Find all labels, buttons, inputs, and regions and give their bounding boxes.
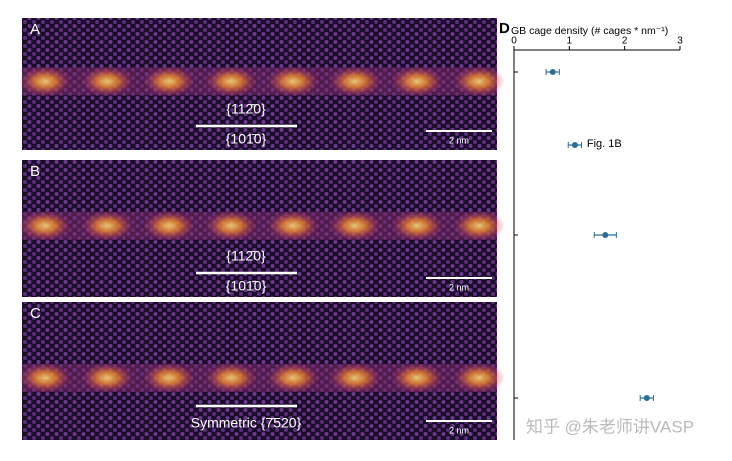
cage-glow xyxy=(267,362,319,393)
cage-glow xyxy=(143,362,195,393)
x-tick-label: 3 xyxy=(677,36,683,47)
cage-glow xyxy=(205,362,257,393)
cage-glow xyxy=(453,362,505,393)
micrographs: A {112̄0} {101̄0} 2 nm B {112̄0} {101̄0} 2 nm C S… xyxy=(19,18,505,440)
plane-label: {112̄0} xyxy=(226,248,266,264)
cage-glow xyxy=(391,210,443,241)
axis-title: GB cage density (# cages * nm⁻¹) xyxy=(511,25,668,37)
cage-glow xyxy=(19,362,71,393)
cage-glow xyxy=(329,362,381,393)
x-tick-label: 0 xyxy=(511,36,517,47)
cage-glow xyxy=(267,210,319,241)
panel-label: B xyxy=(30,163,40,180)
scale-bar-label: 2 nm xyxy=(449,425,469,435)
panel-label: C xyxy=(30,305,41,322)
cage-glow xyxy=(453,210,505,241)
cage-glow xyxy=(267,66,319,97)
scale-bar-label: 2 nm xyxy=(449,282,469,292)
cage-glow xyxy=(143,210,195,241)
chart: D GB cage density (# cages * nm⁻¹)0 1 2 3 Fig… xyxy=(499,20,683,440)
plane-label: Symmetric {7̄520} xyxy=(191,415,302,431)
scale-bar-label: 2 nm xyxy=(449,135,469,145)
x-tick-label: 1 xyxy=(567,36,573,47)
cage-glow xyxy=(391,362,443,393)
panel-label: A xyxy=(30,21,40,38)
cage-glow xyxy=(81,66,133,97)
cage-glow xyxy=(205,210,257,241)
data-point xyxy=(602,232,609,238)
cage-glow xyxy=(143,66,195,97)
data-point xyxy=(549,69,556,75)
cage-glow xyxy=(329,66,381,97)
cage-glow xyxy=(19,210,71,241)
watermark: 知乎 @朱老师讲VASP xyxy=(526,417,694,436)
plane-label: {101̄0} xyxy=(226,278,267,294)
data-point xyxy=(571,142,578,148)
cage-glow xyxy=(81,362,133,393)
cage-glow xyxy=(19,66,71,97)
data-point xyxy=(643,395,650,401)
cage-glow xyxy=(453,66,505,97)
cage-glow xyxy=(391,66,443,97)
annotation: Fig. 1B xyxy=(587,138,622,150)
x-tick-label: 2 xyxy=(622,36,628,47)
cage-glow xyxy=(205,66,257,97)
cage-glow xyxy=(329,210,381,241)
cage-glow xyxy=(81,210,133,241)
panel-label: D xyxy=(499,20,510,37)
plane-label: {101̄0} xyxy=(226,131,267,147)
plane-label: {112̄0} xyxy=(226,101,266,117)
